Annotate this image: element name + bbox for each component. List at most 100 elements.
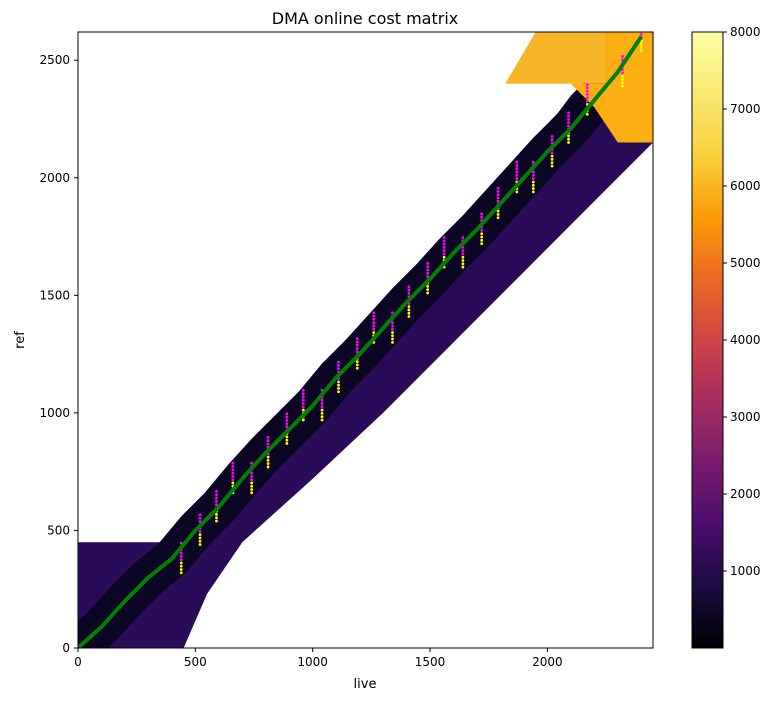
candidate-marker — [391, 311, 394, 315]
candidate-marker — [215, 513, 218, 516]
candidate-marker — [426, 271, 430, 275]
y-tick-label: 1000 — [39, 406, 70, 420]
candidate-marker — [621, 55, 624, 58]
candidate-marker — [301, 388, 305, 392]
candidate-marker — [407, 285, 411, 289]
candidate-marker — [621, 81, 624, 85]
candidate-marker — [285, 412, 289, 416]
candidate-marker — [179, 554, 183, 558]
candidate-marker — [266, 462, 270, 466]
candidate-marker — [585, 89, 589, 93]
candidate-marker — [355, 360, 359, 364]
candidate-marker — [496, 193, 500, 197]
candidate-marker — [355, 340, 359, 344]
candidate-marker — [442, 245, 446, 249]
candidate-marker — [337, 387, 340, 390]
candidate-marker — [250, 481, 254, 485]
candidate-marker — [531, 190, 535, 194]
candidate-marker — [285, 419, 289, 422]
colorbar-tick-label: 5000 — [730, 256, 761, 270]
colorbar-tick-label: 6000 — [730, 179, 761, 193]
candidate-marker — [480, 215, 484, 219]
candidate-marker — [621, 74, 624, 78]
candidate-marker — [567, 137, 570, 141]
candidate-marker — [285, 415, 289, 419]
candidate-marker — [567, 134, 570, 138]
x-tick-label: 1500 — [415, 655, 446, 669]
candidate-marker — [621, 71, 624, 75]
plot-frame — [77, 31, 654, 649]
candidate-marker — [337, 383, 340, 387]
candidate-marker — [337, 367, 340, 371]
candidate-marker — [215, 493, 218, 497]
candidate-marker — [215, 519, 218, 523]
candidate-marker — [531, 183, 535, 187]
candidate-marker — [250, 474, 254, 478]
candidate-marker — [372, 324, 376, 328]
candidate-marker — [391, 340, 394, 344]
candidate-marker — [179, 571, 183, 575]
candidate-marker — [639, 32, 643, 36]
candidate-marker — [531, 160, 535, 164]
candidate-marker — [585, 99, 589, 103]
candidate-marker — [355, 350, 359, 354]
candidate-marker — [585, 112, 589, 116]
candidate-marker — [250, 471, 254, 475]
candidate-marker — [461, 265, 465, 269]
candidate-marker — [179, 558, 183, 561]
candidate-marker — [285, 442, 289, 445]
plot-area — [77, 20, 654, 649]
candidate-marker — [496, 209, 500, 213]
candidate-marker — [496, 216, 500, 220]
candidate-marker — [461, 249, 465, 253]
candidate-marker — [391, 324, 394, 328]
colorbar-tick-label: 2000 — [730, 487, 761, 501]
candidate-marker — [531, 180, 535, 184]
candidate-marker — [480, 242, 484, 246]
band-core — [78, 32, 653, 648]
x-tick-label: 1000 — [297, 655, 328, 669]
candidate-marker — [426, 291, 430, 295]
candidate-marker — [231, 474, 235, 478]
candidate-marker — [215, 516, 218, 520]
candidate-marker — [515, 160, 519, 164]
band-high-cost-upper — [505, 32, 607, 84]
candidate-marker — [480, 212, 484, 216]
candidate-marker — [480, 229, 484, 232]
candidate-marker — [407, 292, 411, 295]
colorbar-tick-label: 3000 — [730, 410, 761, 424]
candidate-marker — [640, 23, 643, 26]
candidate-marker — [355, 343, 359, 347]
chart-title: DMA online cost matrix — [272, 9, 458, 28]
candidate-marker — [231, 461, 235, 465]
candidate-marker — [515, 167, 519, 171]
candidate-marker — [215, 490, 218, 493]
candidate-marker — [198, 536, 202, 540]
candidate-marker — [515, 177, 519, 181]
candidate-marker — [585, 96, 589, 100]
candidate-marker — [442, 249, 446, 253]
candidate-marker — [215, 499, 218, 503]
candidate-marker — [426, 268, 430, 272]
candidate-marker — [179, 551, 183, 555]
candidate-marker — [372, 327, 376, 331]
candidate-marker — [231, 471, 235, 475]
candidate-marker — [391, 334, 394, 338]
candidate-marker — [640, 20, 643, 23]
candidate-marker — [285, 422, 289, 426]
candidate-marker — [442, 252, 446, 256]
candidate-marker — [320, 398, 324, 402]
candidate-marker — [480, 232, 484, 236]
candidate-marker — [391, 331, 394, 334]
candidate-marker — [515, 190, 519, 194]
colorbar-gradient — [691, 31, 724, 649]
x-tick-label: 0 — [74, 655, 82, 669]
heatmap-band — [78, 32, 653, 648]
x-tick-label: 2000 — [532, 655, 563, 669]
candidate-marker — [372, 331, 376, 334]
candidate-marker — [550, 151, 554, 155]
y-axis-label: ref — [13, 331, 28, 349]
candidate-marker — [426, 265, 430, 269]
band-high-cost — [570, 32, 653, 143]
